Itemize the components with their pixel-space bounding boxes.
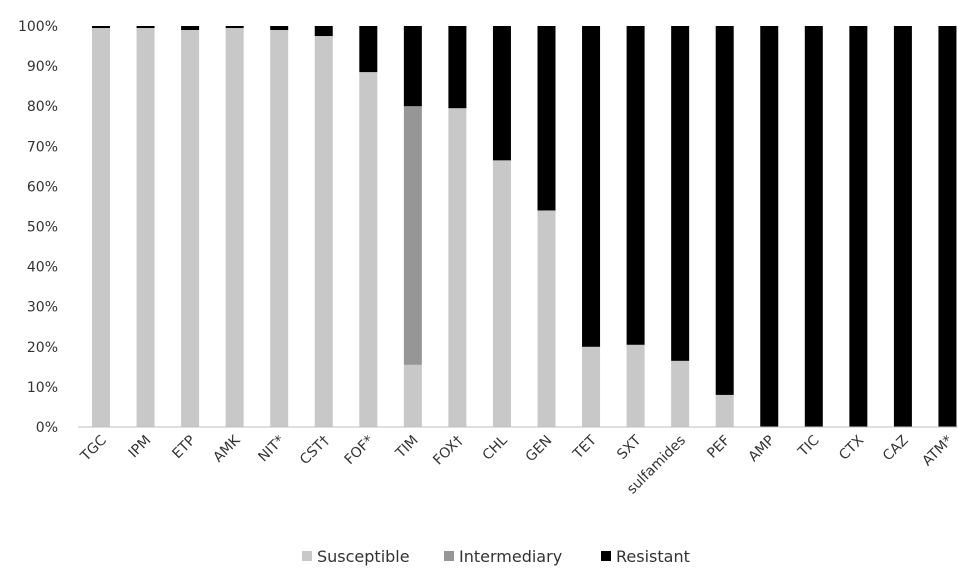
- bar-segment-resistant: [181, 26, 200, 31]
- x-tick-label: GEN: [523, 433, 556, 466]
- bar-segment-resistant: [849, 26, 868, 427]
- bar-segment-susceptible: [92, 28, 110, 427]
- x-tick-label: CST†: [297, 433, 333, 469]
- bar-segment-resistant: [359, 26, 378, 73]
- bar-segment-susceptible: [582, 346, 601, 427]
- legend-label: Resistant: [616, 547, 690, 566]
- x-tick-label: FOF*: [342, 433, 377, 468]
- y-axis: 0% 10% 20% 30% 40% 50% 60% 70% 80% 90% 100%: [18, 19, 58, 436]
- y-tick-label: 20%: [27, 340, 58, 356]
- y-tick-label: 10%: [27, 380, 58, 396]
- bar-segment-resistant: [537, 26, 556, 211]
- bar-segment-resistant: [715, 26, 734, 395]
- bar-segment-susceptible: [492, 160, 511, 427]
- x-tick-label: TET: [570, 432, 601, 463]
- x-tick-label: CHL: [480, 432, 511, 463]
- x-tick-label: ETP: [169, 433, 199, 463]
- y-tick-label: 60%: [27, 179, 58, 195]
- x-tick-label: TIM: [392, 433, 422, 463]
- bar-segment-resistant: [136, 26, 155, 29]
- bar-segment-susceptible: [225, 28, 244, 427]
- legend-swatch: [302, 551, 312, 561]
- legend-swatch: [601, 551, 611, 561]
- x-tick-label: AMK: [210, 432, 244, 466]
- bar-segment-susceptible: [671, 360, 690, 427]
- y-tick-label: 40%: [27, 260, 58, 276]
- y-tick-label: 90%: [27, 59, 58, 75]
- y-tick-label: 100%: [18, 19, 58, 35]
- bar-segment-resistant: [270, 26, 289, 31]
- x-tick-label: IPM: [126, 433, 155, 462]
- bar-segment-resistant: [582, 26, 601, 347]
- bar-segment-susceptible: [359, 72, 378, 428]
- bar-segment-resistant: [938, 26, 957, 427]
- y-tick-label: 50%: [27, 220, 58, 236]
- bar-segment-resistant: [760, 26, 779, 427]
- bar-segment-resistant: [225, 26, 244, 29]
- bar-segment-resistant: [893, 26, 912, 427]
- legend-swatch: [444, 551, 454, 561]
- bar-segment-susceptible: [181, 30, 200, 427]
- legend: Susceptible Intermediary Resistant: [302, 547, 690, 566]
- x-tick-label: NIT*: [255, 433, 288, 466]
- bar-segment-susceptible: [626, 344, 645, 427]
- bar-segment-resistant: [92, 26, 110, 29]
- bar-segment-susceptible: [314, 36, 333, 428]
- x-tick-label: PEF: [704, 433, 733, 462]
- y-tick-label: 80%: [27, 99, 58, 115]
- bar-segment-resistant: [403, 26, 422, 107]
- x-tick-label: TIC: [795, 432, 823, 460]
- legend-item: Resistant: [601, 547, 690, 566]
- x-axis: TGC IPM ETP AMK NIT* CST† FOF* TIM FOX† CHL GEN TET…: [77, 432, 956, 498]
- bar-segment-susceptible: [537, 210, 556, 427]
- x-tick-label: SXT: [614, 432, 645, 463]
- legend-item: Intermediary: [444, 547, 562, 566]
- bar-segment-susceptible: [715, 394, 734, 427]
- bar-segment-resistant: [492, 26, 511, 161]
- bar-segment-resistant: [671, 26, 690, 361]
- bars: [92, 26, 957, 428]
- bar-segment-resistant: [804, 26, 823, 427]
- bar-segment-susceptible: [136, 28, 155, 427]
- x-tick-label: CAZ: [880, 433, 912, 465]
- bar-segment-intermediary: [403, 106, 422, 365]
- x-tick-label: CTX: [836, 432, 867, 463]
- legend-label: Susceptible: [317, 547, 410, 566]
- bar-segment-resistant: [314, 26, 333, 37]
- y-tick-label: 0%: [36, 420, 58, 436]
- bar-segment-susceptible: [270, 30, 289, 427]
- legend-label: Intermediary: [459, 547, 562, 566]
- legend-item: Susceptible: [302, 547, 410, 566]
- x-tick-label: AMP: [745, 433, 778, 466]
- bar-segment-susceptible: [403, 364, 422, 427]
- x-tick-label: FOX†: [430, 433, 466, 469]
- bar-segment-resistant: [448, 26, 467, 109]
- bar-segment-resistant: [626, 26, 645, 345]
- bar-segment-susceptible: [448, 108, 467, 427]
- y-tick-label: 70%: [27, 139, 58, 155]
- x-tick-label: TGC: [77, 432, 110, 465]
- x-tick-label: ATM*: [919, 433, 956, 470]
- y-tick-label: 30%: [27, 300, 58, 316]
